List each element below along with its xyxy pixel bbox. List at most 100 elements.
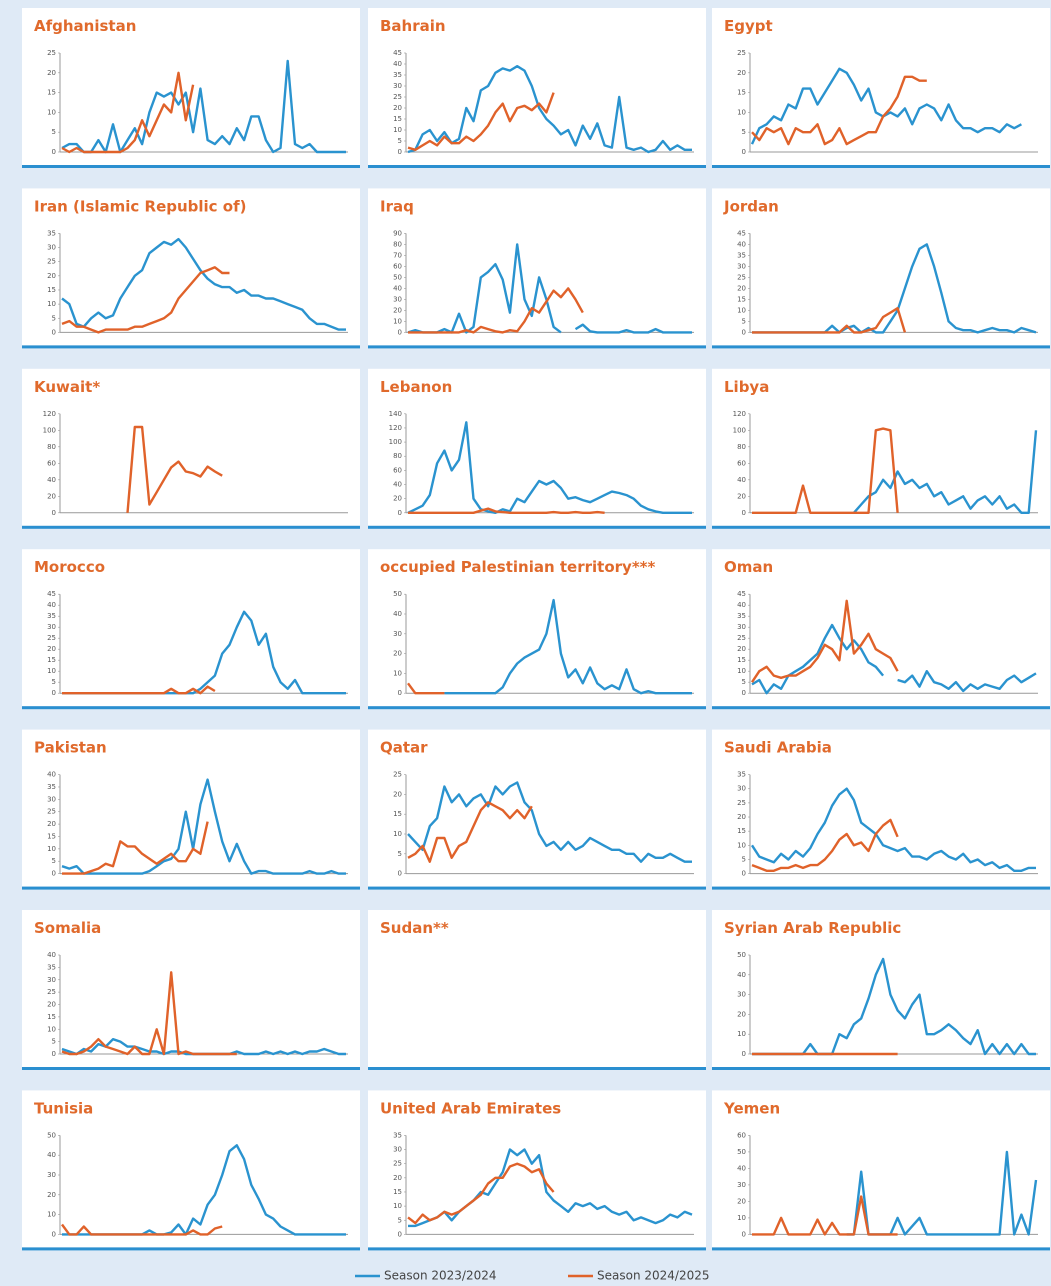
- y-tick-label: 0: [742, 148, 746, 156]
- series-line: [407, 92, 555, 151]
- y-tick-label: 20: [393, 1174, 402, 1182]
- chart-title: Iraq: [380, 197, 414, 215]
- y-tick-label: 60: [47, 459, 56, 467]
- y-tick-label: 5: [742, 128, 746, 136]
- y-tick-label: 20: [737, 645, 746, 653]
- panel: occupied Palestinian territory*** 0 10 20 30…: [368, 549, 706, 710]
- chart-title: Sudan**: [380, 919, 449, 937]
- chart-title: Lebanon: [380, 378, 452, 396]
- panel-background: [22, 549, 360, 707]
- chart-title: Tunisia: [34, 1099, 93, 1117]
- y-tick-label: 20: [393, 104, 402, 112]
- chart-title: Morocco: [34, 558, 105, 576]
- series-line: [61, 237, 346, 331]
- y-tick-label: 25: [47, 634, 56, 642]
- series-line: [407, 801, 533, 863]
- chart-title: Qatar: [380, 739, 428, 757]
- y-tick-label: 10: [47, 845, 56, 853]
- panel-background: [712, 1090, 1050, 1248]
- series-line: [852, 430, 1038, 514]
- y-tick-label: 40: [737, 601, 746, 609]
- y-tick-label: 30: [47, 976, 56, 984]
- panel-underline: [712, 345, 1050, 349]
- panel-background: [22, 729, 360, 887]
- y-tick-label: 45: [737, 590, 746, 598]
- y-tick-label: 15: [47, 1013, 56, 1021]
- y-tick-label: 80: [393, 240, 402, 248]
- y-tick-label: 50: [737, 1148, 746, 1156]
- y-tick-label: 15: [737, 656, 746, 664]
- y-tick-label: 0: [742, 1230, 746, 1238]
- panel-background: [22, 188, 360, 346]
- chart-title: Iran (Islamic Republic of): [34, 197, 246, 215]
- y-tick-label: 5: [52, 678, 56, 686]
- panel-underline: [712, 165, 1050, 168]
- panel-underline: [368, 165, 706, 168]
- y-tick-label: 30: [393, 82, 402, 90]
- y-tick-label: 35: [47, 963, 56, 971]
- y-tick-label: 60: [393, 466, 402, 474]
- panel-underline: [368, 345, 706, 349]
- panel: Saudi Arabia 0 5 10 15 20 25 30 35: [712, 729, 1050, 890]
- y-tick-label: 20: [47, 272, 56, 280]
- y-tick-label: 0: [742, 689, 746, 697]
- panel-underline: [712, 525, 1050, 529]
- y-tick-label: 15: [737, 89, 746, 97]
- y-tick-label: 30: [393, 630, 402, 638]
- y-tick-label: 70: [393, 251, 402, 259]
- y-tick-label: 40: [47, 601, 56, 609]
- y-tick-label: 20: [47, 69, 56, 77]
- series-line: [407, 781, 692, 863]
- y-tick-label: 35: [47, 229, 56, 237]
- y-tick-label: 5: [398, 137, 402, 145]
- series-line: [61, 59, 346, 154]
- y-tick-label: 35: [737, 771, 746, 779]
- y-tick-label: 10: [737, 1030, 746, 1038]
- y-tick-label: 10: [393, 126, 402, 134]
- panel-background: [368, 910, 706, 1067]
- panel-background: [712, 549, 1050, 707]
- y-tick-label: 25: [47, 988, 56, 996]
- chart-title: Yemen: [723, 1099, 780, 1117]
- y-tick-label: 100: [733, 426, 746, 434]
- y-tick-label: 50: [393, 590, 402, 598]
- y-tick-label: 10: [737, 841, 746, 849]
- panel-background: [712, 910, 1050, 1067]
- y-tick-label: 5: [52, 128, 56, 136]
- y-tick-label: 20: [737, 813, 746, 821]
- panel-background: [22, 8, 360, 165]
- panel: United Arab Emirates 0 5 10 15 20 25 30 35: [368, 1090, 706, 1251]
- y-tick-label: 10: [47, 667, 56, 675]
- y-tick-label: 20: [393, 790, 402, 798]
- series-line: [752, 427, 899, 514]
- chart-title: Egypt: [724, 17, 773, 35]
- y-tick-label: 0: [742, 1050, 746, 1058]
- panel: Syrian Arab Republic 0 10 20 30 40 50: [712, 910, 1050, 1070]
- panel: Tunisia 0 10 20 30 40 50: [22, 1090, 360, 1251]
- y-tick-label: 25: [737, 49, 746, 57]
- y-tick-label: 25: [737, 273, 746, 281]
- y-tick-label: 5: [52, 857, 56, 865]
- panel: Bahrain 0 5 10 15 20 25 30 35 40 45: [368, 8, 706, 168]
- y-tick-label: 40: [47, 951, 56, 959]
- y-tick-label: 15: [393, 810, 402, 818]
- y-tick-label: 25: [47, 808, 56, 816]
- panel-background: [368, 549, 706, 707]
- y-tick-label: 120: [733, 410, 746, 418]
- y-tick-label: 30: [393, 1146, 402, 1154]
- panel-underline: [712, 1067, 1050, 1070]
- y-tick-label: 0: [398, 689, 402, 697]
- y-tick-label: 35: [737, 612, 746, 620]
- y-tick-label: 40: [47, 1151, 56, 1159]
- y-tick-label: 40: [393, 60, 402, 68]
- panel-background: [368, 8, 706, 165]
- panel: Pakistan 0 5 10 15 20 25 30 35 40: [22, 729, 360, 890]
- y-tick-label: 0: [398, 870, 402, 878]
- y-tick-label: 30: [737, 991, 746, 999]
- panel: Jordan 0 5 10 15 20 25 30 35 40 45: [712, 188, 1050, 349]
- y-tick-label: 20: [47, 1001, 56, 1009]
- y-tick-label: 0: [742, 870, 746, 878]
- chart-title: Afghanistan: [34, 17, 136, 35]
- y-tick-label: 0: [52, 328, 56, 336]
- y-tick-label: 25: [47, 49, 56, 57]
